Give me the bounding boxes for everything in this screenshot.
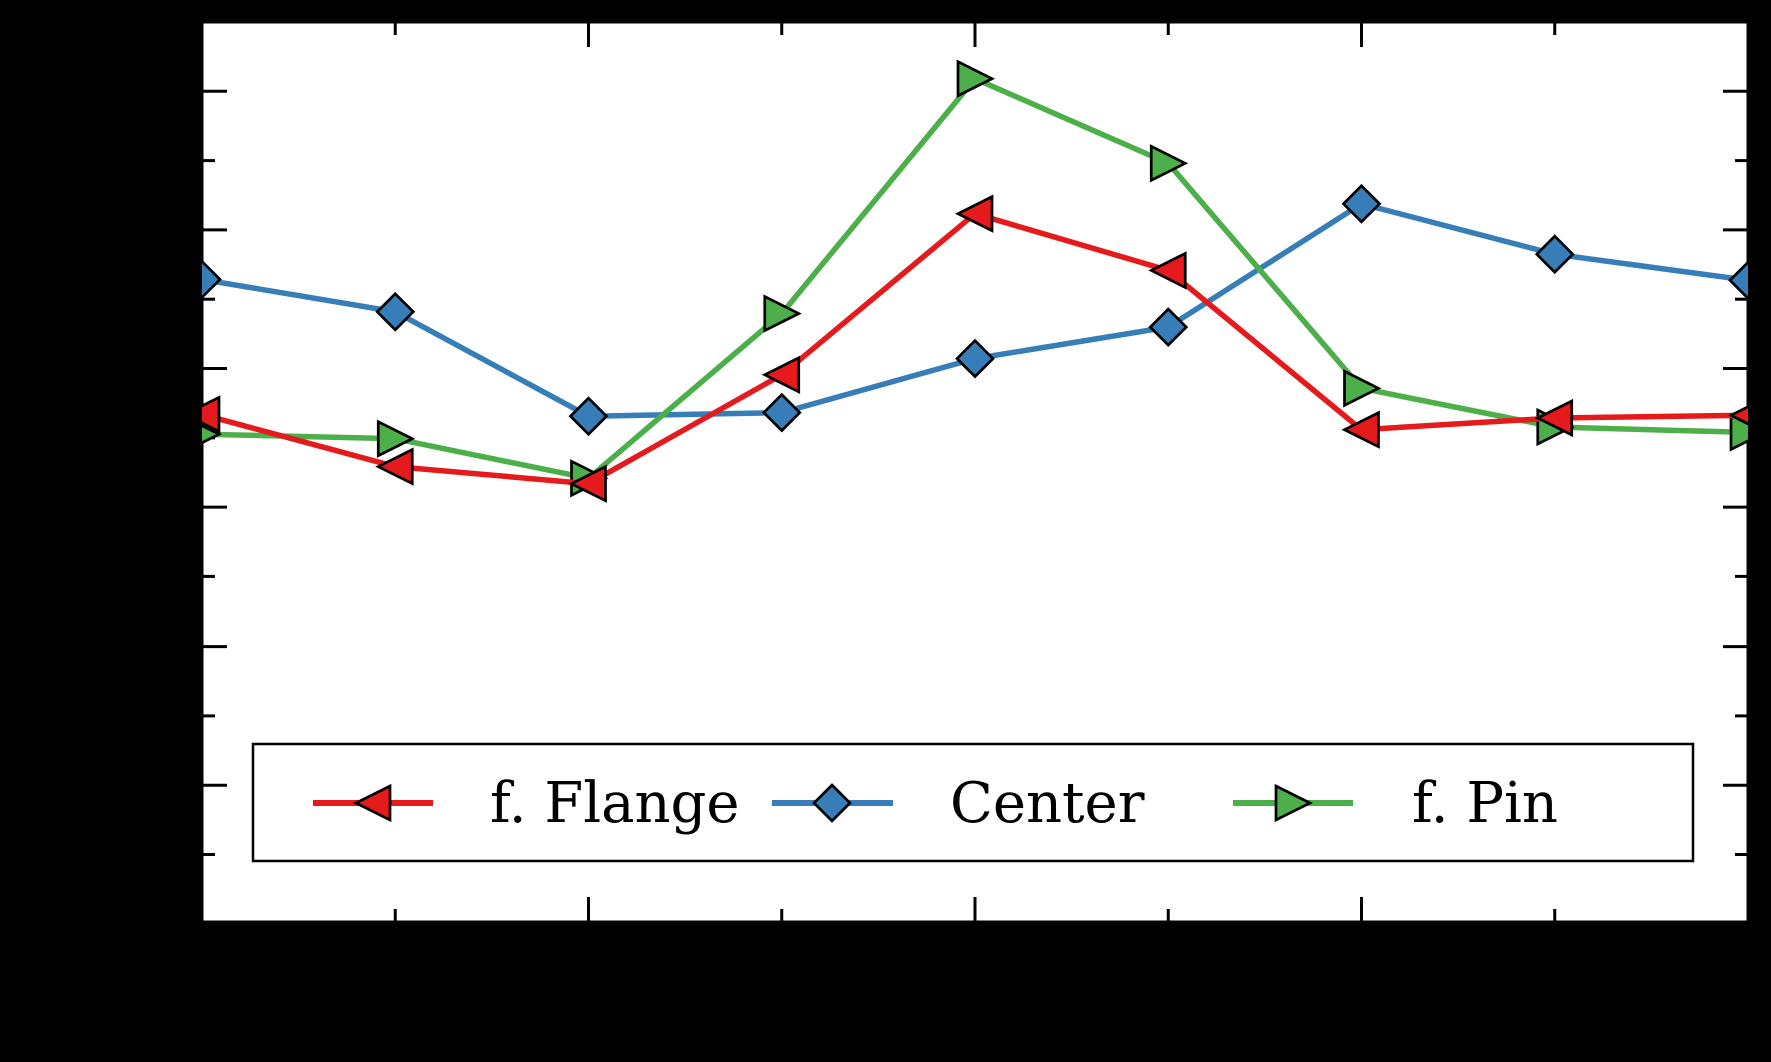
legend: f. Flange Center f. Pin: [251, 742, 1695, 863]
legend-item-f-pin: [1233, 783, 1353, 823]
triangle-right-marker: [763, 294, 802, 333]
triangle-right-icon: [1274, 783, 1314, 823]
diamond-marker: [761, 392, 802, 433]
diamond-icon: [812, 783, 852, 823]
series-f-flange: [202, 194, 1748, 503]
triangle-right-marker: [1149, 144, 1189, 183]
triangle-left-marker: [761, 355, 801, 394]
legend-item-f-flange: [313, 783, 433, 823]
triangle-right-marker: [376, 419, 416, 458]
diamond-marker: [1148, 307, 1189, 348]
triangle-left-marker: [375, 447, 414, 486]
diamond-marker: [1534, 234, 1575, 275]
axis-ticks: [200, 22, 1750, 922]
legend-label-f-flange: f. Flange: [490, 771, 740, 836]
triangle-left-marker: [1534, 398, 1574, 438]
legend-samples: [313, 783, 1353, 823]
triangle-left-marker: [202, 395, 221, 434]
triangle-right-marker: [1343, 369, 1382, 408]
triangle-left-marker: [1727, 405, 1748, 426]
triangle-right-marker: [1729, 413, 1748, 452]
series-f-pin: [202, 59, 1748, 498]
legend-box: [251, 742, 1695, 863]
series-center: [202, 183, 1748, 437]
series-group: [202, 59, 1748, 503]
legend-label-f-pin: f. Pin: [1412, 771, 1558, 836]
diamond-marker: [955, 338, 995, 379]
legend-item-center: [772, 783, 893, 823]
triangle-left-icon: [352, 783, 392, 823]
triangle-left-marker: [1341, 410, 1380, 449]
diamond-marker: [1341, 183, 1382, 224]
triangle-right-marker: [956, 59, 996, 98]
diamond-marker: [375, 291, 416, 332]
diamond-marker: [202, 259, 222, 300]
triangle-left-marker: [1148, 251, 1187, 290]
triangle-left-marker: [954, 194, 994, 233]
diamond-marker: [568, 396, 609, 437]
legend-label-center: Center: [950, 771, 1145, 836]
triangle-left-marker: [568, 464, 607, 503]
diamond-marker: [1728, 260, 1748, 301]
triangle-right-marker: [202, 424, 223, 445]
